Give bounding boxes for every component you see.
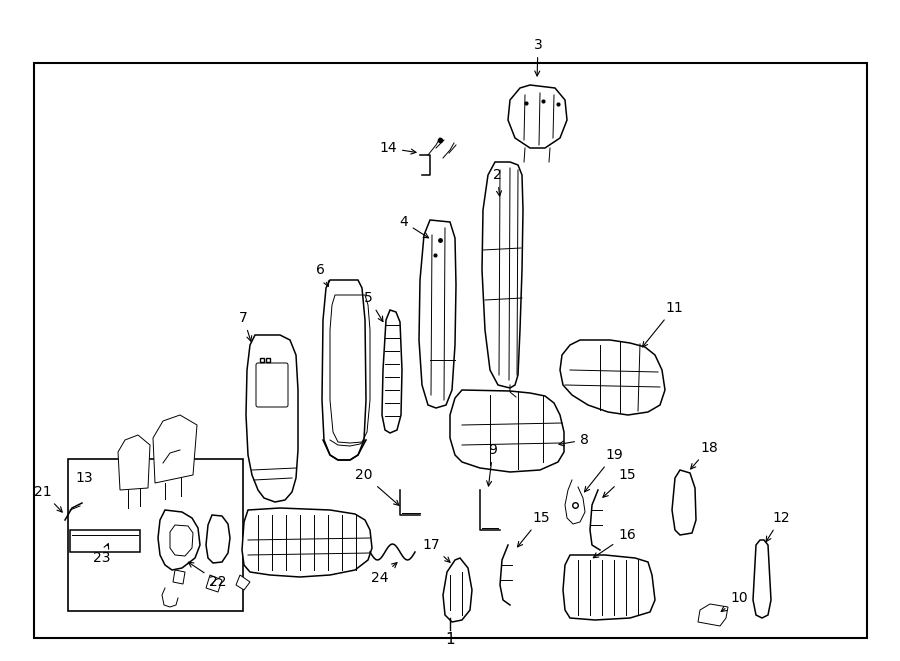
Text: 10: 10 xyxy=(721,591,748,611)
Text: 24: 24 xyxy=(371,563,397,585)
Polygon shape xyxy=(322,280,366,460)
Bar xyxy=(70,530,140,552)
Text: 12: 12 xyxy=(766,511,789,541)
Polygon shape xyxy=(450,390,564,472)
Text: 8: 8 xyxy=(559,433,589,447)
Polygon shape xyxy=(153,415,197,483)
Text: 7: 7 xyxy=(239,311,252,341)
Polygon shape xyxy=(672,470,696,535)
Text: 4: 4 xyxy=(400,215,428,238)
Polygon shape xyxy=(158,510,200,570)
Text: 20: 20 xyxy=(356,468,399,506)
Bar xyxy=(34,63,867,638)
Polygon shape xyxy=(242,508,372,577)
Text: 17: 17 xyxy=(422,538,450,563)
Bar xyxy=(68,459,243,611)
Text: 11: 11 xyxy=(643,301,683,347)
Text: 1: 1 xyxy=(446,633,454,648)
Text: 16: 16 xyxy=(593,528,635,558)
FancyBboxPatch shape xyxy=(256,363,288,407)
Text: 3: 3 xyxy=(534,38,543,76)
Text: 15: 15 xyxy=(603,468,635,497)
Polygon shape xyxy=(419,220,456,408)
Polygon shape xyxy=(236,575,250,590)
Text: 21: 21 xyxy=(34,485,62,512)
Text: 15: 15 xyxy=(518,511,550,547)
Polygon shape xyxy=(508,85,567,148)
Text: 19: 19 xyxy=(584,448,623,492)
Polygon shape xyxy=(563,555,655,620)
Polygon shape xyxy=(443,558,472,622)
Text: 23: 23 xyxy=(94,544,111,565)
Text: 14: 14 xyxy=(380,141,416,155)
Text: 6: 6 xyxy=(316,263,328,286)
Text: 18: 18 xyxy=(690,441,718,469)
Text: 5: 5 xyxy=(364,291,382,321)
Polygon shape xyxy=(698,604,728,626)
Polygon shape xyxy=(382,310,402,433)
Polygon shape xyxy=(173,570,185,584)
Polygon shape xyxy=(118,435,150,490)
Polygon shape xyxy=(206,515,230,563)
Polygon shape xyxy=(560,340,665,415)
Text: 9: 9 xyxy=(487,443,498,486)
Text: 2: 2 xyxy=(493,168,502,196)
Polygon shape xyxy=(482,162,523,388)
Text: 13: 13 xyxy=(75,471,93,485)
Polygon shape xyxy=(753,540,771,618)
Polygon shape xyxy=(246,335,298,502)
Text: 22: 22 xyxy=(188,563,227,589)
